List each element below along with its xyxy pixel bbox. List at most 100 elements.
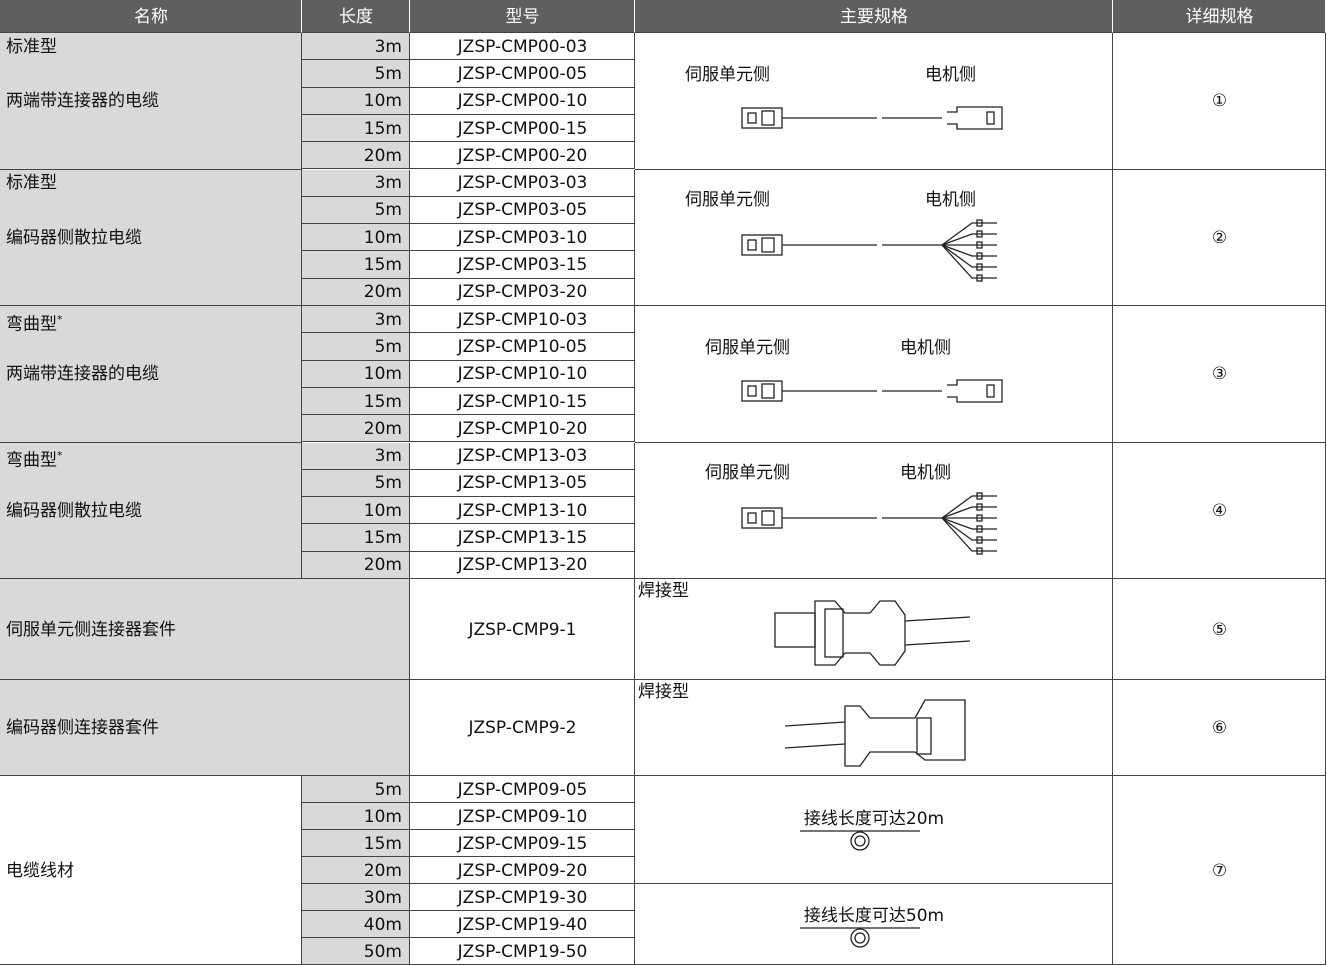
header-label: 详细规格 — [1185, 6, 1254, 27]
length-cell — [302, 360, 410, 388]
length: 3m — [374, 309, 402, 330]
diagram — [741, 491, 997, 555]
length: 20m — [363, 282, 402, 303]
model-cell — [410, 278, 635, 306]
detail-cell — [1113, 306, 1326, 443]
length: 5m — [374, 473, 402, 494]
spec-label: 接线长度可达50m — [803, 906, 945, 927]
model: JZSP-CMP13-05 — [457, 473, 588, 494]
length-cell — [302, 33, 410, 61]
name-cell — [0, 306, 302, 443]
diagram — [774, 600, 971, 666]
model: JZSP-CMP10-05 — [457, 336, 588, 357]
length: 5m — [374, 200, 402, 221]
model: JZSP-CMP13-03 — [457, 446, 588, 467]
model-cell — [410, 196, 635, 225]
length: 40m — [363, 914, 402, 935]
length-cell — [302, 169, 410, 197]
length: 15m — [363, 255, 402, 276]
spec-cell — [635, 579, 1113, 680]
model-cell — [410, 469, 635, 498]
model-cell — [410, 579, 635, 680]
model: JZSP-CMP03-15 — [457, 255, 588, 276]
spec-label: 伺服单元侧 — [705, 462, 790, 483]
length-cell — [302, 415, 410, 443]
model-cell — [410, 776, 635, 803]
group-type: 标准型 — [6, 36, 57, 57]
model-cell — [410, 360, 635, 388]
spec-label: 电机侧 — [925, 65, 976, 85]
model-cell — [410, 857, 635, 884]
group-type: 弯曲型* — [6, 449, 63, 471]
header-cell — [635, 0, 1113, 33]
model-cell — [410, 224, 635, 252]
length: 5m — [374, 63, 402, 84]
model-cell — [410, 306, 635, 334]
length-cell — [302, 251, 410, 279]
diagram — [800, 927, 920, 949]
model: JZSP-CMP03-20 — [457, 282, 588, 303]
header-label: 主要规格 — [840, 6, 908, 27]
note: * — [57, 449, 63, 463]
name-cell — [0, 680, 410, 776]
length: 20m — [363, 418, 402, 439]
model-cell — [410, 415, 635, 443]
detail-ref: ④ — [1211, 500, 1228, 521]
length-cell — [302, 911, 410, 938]
group-name: 两端带连接器的电缆 — [6, 91, 159, 112]
spec-label: 接线长度可达20m — [803, 809, 945, 830]
model-cell — [410, 551, 635, 579]
header-cell — [1113, 0, 1326, 33]
model-cell — [410, 803, 635, 830]
diagram — [741, 379, 1003, 403]
detail-ref: ⑦ — [1211, 860, 1228, 881]
header-cell — [0, 0, 302, 33]
spec-cell — [635, 33, 1113, 170]
name-cell — [0, 442, 302, 579]
spec-cell — [635, 884, 1113, 965]
model-cell — [410, 680, 635, 776]
model-cell — [410, 884, 635, 911]
length: 5m — [374, 779, 402, 800]
name-cell — [0, 169, 302, 306]
group-name: 两端带连接器的电缆 — [6, 364, 159, 385]
diagram — [741, 106, 1003, 130]
length: 10m — [363, 806, 402, 827]
detail-ref: ① — [1211, 91, 1228, 112]
model: JZSP-CMP03-03 — [457, 173, 588, 194]
model-cell — [410, 87, 635, 115]
model: JZSP-CMP9-2 — [468, 718, 577, 738]
model: JZSP-CMP19-50 — [457, 941, 588, 962]
length: 15m — [363, 118, 402, 139]
model: JZSP-CMP09-20 — [457, 860, 588, 881]
spec-label: 焊接型 — [638, 682, 689, 702]
header-label: 长度 — [339, 6, 373, 27]
length: 15m — [363, 833, 402, 854]
length-cell — [302, 803, 410, 830]
spec-label: 电机侧 — [925, 189, 976, 210]
model: JZSP-CMP00-20 — [457, 145, 588, 166]
length: 3m — [374, 36, 402, 57]
model-cell — [410, 142, 635, 170]
model: JZSP-CMP13-20 — [457, 555, 588, 576]
detail-cell — [1113, 33, 1326, 170]
detail-cell — [1113, 442, 1326, 579]
length: 10m — [363, 91, 402, 112]
model: JZSP-CMP09-10 — [457, 806, 588, 827]
model: JZSP-CMP09-15 — [457, 833, 588, 854]
length: 30m — [363, 887, 402, 908]
length-cell — [302, 387, 410, 416]
spec-cell — [635, 442, 1113, 579]
length-cell — [302, 938, 410, 965]
name-cell — [0, 579, 410, 680]
length: 3m — [374, 173, 402, 194]
model-cell — [410, 333, 635, 361]
model: JZSP-CMP00-05 — [457, 63, 588, 84]
detail-cell — [1113, 680, 1326, 776]
length: 50m — [363, 941, 402, 962]
spec-cell — [635, 680, 1113, 776]
model: JZSP-CMP13-10 — [457, 500, 588, 521]
model: JZSP-CMP10-03 — [457, 309, 588, 330]
model-cell — [410, 524, 635, 552]
detail-ref: ⑥ — [1211, 718, 1228, 738]
